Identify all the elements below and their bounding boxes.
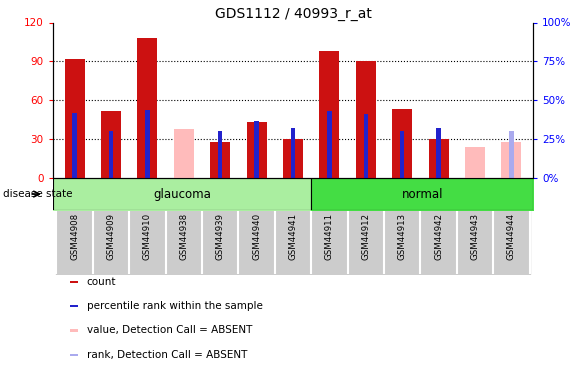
- Bar: [392, 110, 412, 178]
- Bar: [210, 142, 230, 178]
- Text: GSM44939: GSM44939: [216, 213, 224, 260]
- Bar: [437, 128, 441, 178]
- Bar: [400, 132, 404, 178]
- Bar: [364, 114, 368, 178]
- Bar: [319, 51, 339, 178]
- Text: GSM44909: GSM44909: [107, 213, 115, 260]
- Text: disease state: disease state: [3, 189, 73, 199]
- Bar: [283, 139, 303, 178]
- Bar: [502, 142, 522, 178]
- Bar: [70, 354, 78, 356]
- Title: GDS1112 / 40993_r_at: GDS1112 / 40993_r_at: [214, 8, 372, 21]
- Text: percentile rank within the sample: percentile rank within the sample: [87, 301, 263, 311]
- Bar: [137, 38, 158, 178]
- Bar: [70, 305, 78, 307]
- Text: GSM44943: GSM44943: [471, 213, 479, 260]
- Bar: [109, 132, 113, 178]
- Bar: [70, 281, 78, 283]
- Text: value, Detection Call = ABSENT: value, Detection Call = ABSENT: [87, 326, 252, 336]
- Bar: [465, 147, 485, 178]
- Bar: [428, 139, 449, 178]
- Bar: [218, 132, 222, 178]
- Text: GSM44940: GSM44940: [252, 213, 261, 260]
- Text: normal: normal: [401, 188, 443, 201]
- Bar: [291, 128, 295, 178]
- Text: GSM44912: GSM44912: [362, 213, 370, 260]
- Text: GSM44910: GSM44910: [143, 213, 152, 260]
- Text: GSM44942: GSM44942: [434, 213, 443, 260]
- Text: glaucoma: glaucoma: [153, 188, 211, 201]
- Bar: [73, 113, 77, 178]
- Bar: [174, 129, 194, 178]
- Bar: [509, 132, 513, 178]
- Bar: [101, 111, 121, 178]
- Bar: [64, 59, 84, 178]
- Bar: [145, 110, 149, 178]
- Bar: [70, 329, 78, 332]
- Text: GSM44944: GSM44944: [507, 213, 516, 260]
- Bar: [356, 62, 376, 178]
- Bar: [254, 120, 259, 178]
- Text: GSM44913: GSM44913: [398, 213, 407, 260]
- Text: GSM44908: GSM44908: [70, 213, 79, 260]
- Bar: [247, 122, 267, 178]
- Text: GSM44938: GSM44938: [179, 213, 188, 260]
- Text: GSM44911: GSM44911: [325, 213, 334, 260]
- Bar: [327, 111, 332, 178]
- Text: count: count: [87, 277, 116, 287]
- Text: rank, Detection Call = ABSENT: rank, Detection Call = ABSENT: [87, 350, 247, 360]
- Text: GSM44941: GSM44941: [288, 213, 298, 260]
